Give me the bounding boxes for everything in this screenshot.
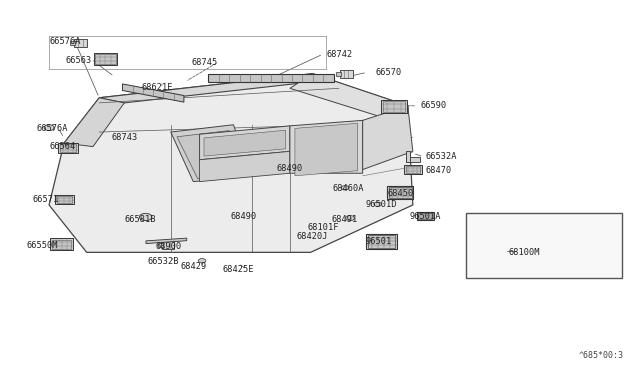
Polygon shape [49,74,413,252]
Text: ^685*00:3: ^685*00:3 [579,351,624,360]
Text: 68490: 68490 [231,212,257,221]
Text: 68490: 68490 [276,164,302,173]
Text: 96501A: 96501A [409,212,440,221]
Bar [51,238,73,250]
Circle shape [341,186,349,190]
Bar [465,213,622,278]
Bar [93,53,117,65]
Bar [157,243,163,247]
Bar [367,234,397,249]
Bar [209,74,334,82]
Polygon shape [204,130,285,156]
Bar [406,151,410,161]
Bar [52,240,71,249]
Text: 68450: 68450 [388,189,414,198]
Bar [95,54,116,64]
Bar [54,195,74,204]
Bar [406,157,420,161]
Text: 66550M: 66550M [26,241,58,250]
Bar [494,247,507,255]
Bar [368,235,395,248]
Text: 66571: 66571 [33,195,59,204]
Text: 68742: 68742 [326,49,353,58]
Bar [381,100,407,113]
Polygon shape [363,106,413,170]
Bar [404,165,422,174]
Bar [417,212,434,220]
Bar [490,249,495,253]
Text: 68425E: 68425E [223,265,254,274]
Polygon shape [290,74,408,118]
Bar [56,196,72,203]
Text: 68101F: 68101F [307,224,339,232]
Polygon shape [295,123,358,176]
Bar [383,101,405,112]
Text: 66532A: 66532A [426,152,457,161]
Text: 68745: 68745 [191,58,218,67]
Polygon shape [200,151,290,182]
Polygon shape [146,238,187,244]
Text: 66581B: 66581B [124,215,156,224]
Text: 68621E: 68621E [141,83,173,92]
Circle shape [198,259,206,263]
Bar [60,144,76,152]
Text: 68460A: 68460A [333,185,364,193]
Text: 68900: 68900 [156,242,182,251]
Text: 96501: 96501 [365,237,392,246]
Circle shape [44,125,54,131]
Polygon shape [290,121,363,173]
Polygon shape [200,126,290,160]
Polygon shape [177,131,246,179]
Polygon shape [171,125,252,182]
Bar [389,187,412,198]
Text: 68100M: 68100M [508,248,540,257]
Bar [387,186,413,199]
Bar [74,39,86,47]
Text: 68429: 68429 [180,262,207,272]
Bar [336,72,340,76]
Polygon shape [99,74,333,103]
Text: 66576A: 66576A [49,38,81,46]
Text: 96501D: 96501D [365,201,397,209]
Text: 66564: 66564 [49,142,76,151]
Text: 66590: 66590 [420,100,447,110]
Text: 66532B: 66532B [148,257,179,266]
Circle shape [374,202,381,206]
Bar [406,166,420,173]
Circle shape [140,214,152,221]
Text: 66570: 66570 [375,68,401,77]
Text: 66563: 66563 [66,56,92,65]
Polygon shape [64,98,124,147]
Text: 68743: 68743 [112,134,138,142]
Bar [70,41,75,45]
Bar [58,143,78,153]
Text: 66576A: 66576A [36,124,68,133]
Bar [340,70,353,78]
Bar [419,213,432,219]
Circle shape [346,215,355,221]
Text: 68491: 68491 [332,215,358,224]
Circle shape [507,247,520,254]
Text: 68420J: 68420J [296,232,328,241]
Bar [162,241,175,249]
Polygon shape [122,84,184,102]
Text: 68470: 68470 [426,166,452,175]
